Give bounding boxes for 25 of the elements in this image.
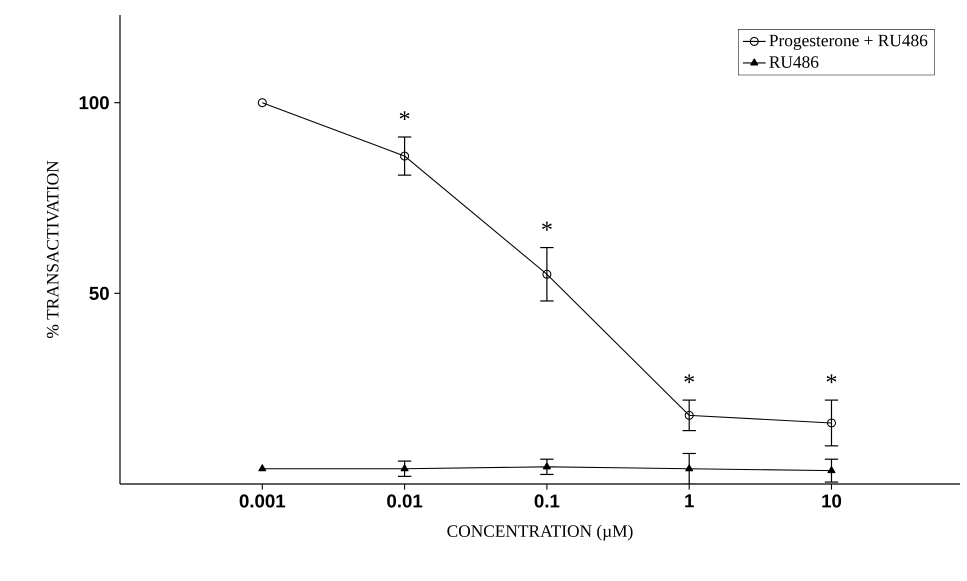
x-axis-title: CONCENTRATION (µM): [447, 524, 633, 540]
point: [258, 98, 267, 108]
y-axis-title: % TRANSACTIVATION: [46, 160, 59, 338]
annotation: *: [400, 111, 410, 120]
x-tick-label: 0.01: [387, 494, 422, 508]
y-tick-label: 100: [80, 96, 109, 110]
point: [685, 464, 694, 472]
annotation: *: [826, 374, 836, 384]
point: [400, 464, 409, 472]
annotation: *: [542, 222, 552, 231]
x-tick-label: 0.001: [240, 494, 286, 508]
legend-label: RU486: [769, 56, 818, 68]
point: [542, 270, 552, 279]
annotation: *: [684, 374, 694, 384]
legend-label: Progesterone + RU486: [769, 34, 928, 50]
point: [258, 464, 266, 472]
point: [400, 152, 410, 161]
y-tick-label: 50: [89, 286, 109, 300]
x-tick-label: 0.1: [534, 494, 560, 508]
point: [826, 418, 836, 428]
point: [684, 410, 694, 420]
point: [827, 466, 836, 474]
x-tick-label: 10: [822, 494, 842, 508]
x-tick-label: 1: [685, 494, 694, 508]
point: [542, 462, 551, 470]
